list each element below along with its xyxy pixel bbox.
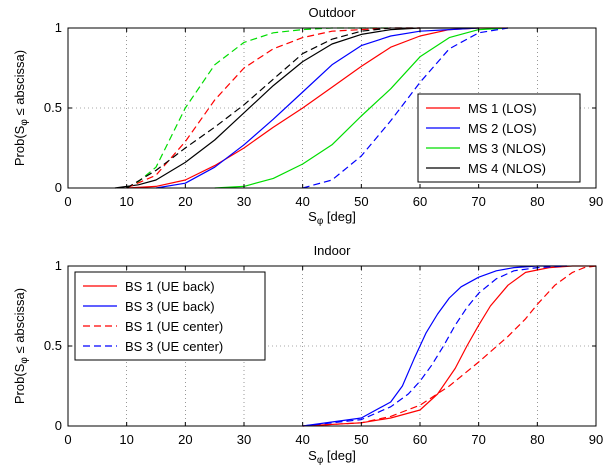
outdoor-ylabel-sub: φ: [19, 119, 30, 126]
indoor-x-axis-label: Sφ [deg]: [308, 448, 356, 466]
y-tick-label: 0.5: [44, 100, 62, 115]
x-tick-label: 60: [413, 194, 427, 209]
indoor-xlabel-main: S: [308, 448, 317, 463]
indoor-series: [302, 265, 597, 427]
x-tick-label: 90: [589, 432, 603, 447]
x-tick-label: 90: [589, 194, 603, 209]
legend-label: MS 4 (NLOS): [468, 161, 546, 176]
y-tick-label: 1: [55, 20, 62, 35]
indoor-legend: BS 1 (UE back) BS 3 (UE back) BS 1 (UE cen…: [74, 271, 266, 361]
y-tick-label: 0: [55, 180, 62, 195]
x-tick-label: 0: [64, 432, 71, 447]
indoor-panel: Indoor 0 10 20 30 40 50 60 70 80 90 0 0.5 1 BS 1 (UE…: [12, 243, 603, 466]
x-tick-label: 60: [413, 432, 427, 447]
legend-box: [417, 93, 581, 183]
series-line: [302, 265, 567, 427]
x-tick-label: 20: [178, 194, 192, 209]
x-tick-label: 0: [64, 194, 71, 209]
indoor-ticks: 0 10 20 30 40 50 60 70 80 90 0 0.5 1: [44, 258, 603, 447]
indoor-xlabel-sub: φ: [317, 455, 324, 466]
outdoor-title: Outdoor: [309, 5, 357, 20]
outdoor-xlabel-main: S: [308, 209, 317, 224]
x-tick-label: 50: [354, 432, 368, 447]
x-tick-label: 50: [354, 194, 368, 209]
y-tick-label: 1: [55, 258, 62, 273]
series-line: [126, 27, 508, 189]
legend-label: MS 1 (LOS): [468, 101, 537, 116]
y-tick-label: 0.5: [44, 338, 62, 353]
series-line: [302, 265, 567, 427]
x-tick-label: 30: [237, 432, 251, 447]
x-tick-label: 70: [471, 432, 485, 447]
y-tick-label: 0: [55, 418, 62, 433]
indoor-ylabel-post: ≤ abscissa): [12, 288, 27, 357]
x-tick-label: 10: [119, 432, 133, 447]
series-line: [302, 27, 509, 189]
series-line: [126, 27, 420, 189]
x-tick-label: 80: [530, 194, 544, 209]
outdoor-xlabel-sub: φ: [317, 216, 324, 227]
legend-label: BS 3 (UE center): [125, 339, 223, 354]
legend-label: BS 1 (UE center): [125, 319, 223, 334]
legend-label: BS 3 (UE back): [125, 299, 215, 314]
x-tick-label: 70: [471, 194, 485, 209]
outdoor-panel: Outdoor 0 10 20 30 40 50 60 70 80 90 0 0.5 1 MS 1 (L…: [12, 5, 603, 227]
outdoor-xlabel-tail: [deg]: [323, 209, 356, 224]
outdoor-ylabel-post: ≤ abscissa): [12, 50, 27, 119]
outdoor-x-axis-label: Sφ [deg]: [308, 209, 356, 227]
outdoor-ticks: 0 10 20 30 40 50 60 70 80 90 0 0.5 1: [44, 20, 603, 209]
legend-label: MS 2 (LOS): [468, 121, 537, 136]
series-line: [155, 27, 479, 189]
indoor-xlabel-tail: [deg]: [323, 448, 356, 463]
x-tick-label: 20: [178, 432, 192, 447]
x-tick-label: 10: [119, 194, 133, 209]
outdoor-y-axis-label: Prob(Sφ ≤ abscissa): [12, 50, 30, 166]
legend-label: BS 1 (UE back): [125, 279, 215, 294]
x-tick-label: 40: [295, 194, 309, 209]
outdoor-legend: MS 1 (LOS) MS 2 (LOS) MS 3 (NLOS) MS 4 (NLO…: [417, 93, 581, 183]
series-line: [214, 27, 509, 189]
x-tick-label: 40: [295, 432, 309, 447]
series-line: [126, 27, 420, 189]
x-tick-label: 30: [237, 194, 251, 209]
indoor-title: Indoor: [314, 243, 352, 258]
outdoor-ylabel-pre: Prob(S: [12, 125, 27, 166]
indoor-ylabel-sub: φ: [19, 357, 30, 364]
series-line: [302, 265, 597, 427]
legend-label: MS 3 (NLOS): [468, 141, 546, 156]
legend-box: [74, 271, 266, 361]
x-tick-label: 80: [530, 432, 544, 447]
indoor-y-axis-label: Prob(Sφ ≤ abscissa): [12, 288, 30, 404]
indoor-ylabel-pre: Prob(S: [12, 363, 27, 404]
series-line: [302, 265, 596, 427]
